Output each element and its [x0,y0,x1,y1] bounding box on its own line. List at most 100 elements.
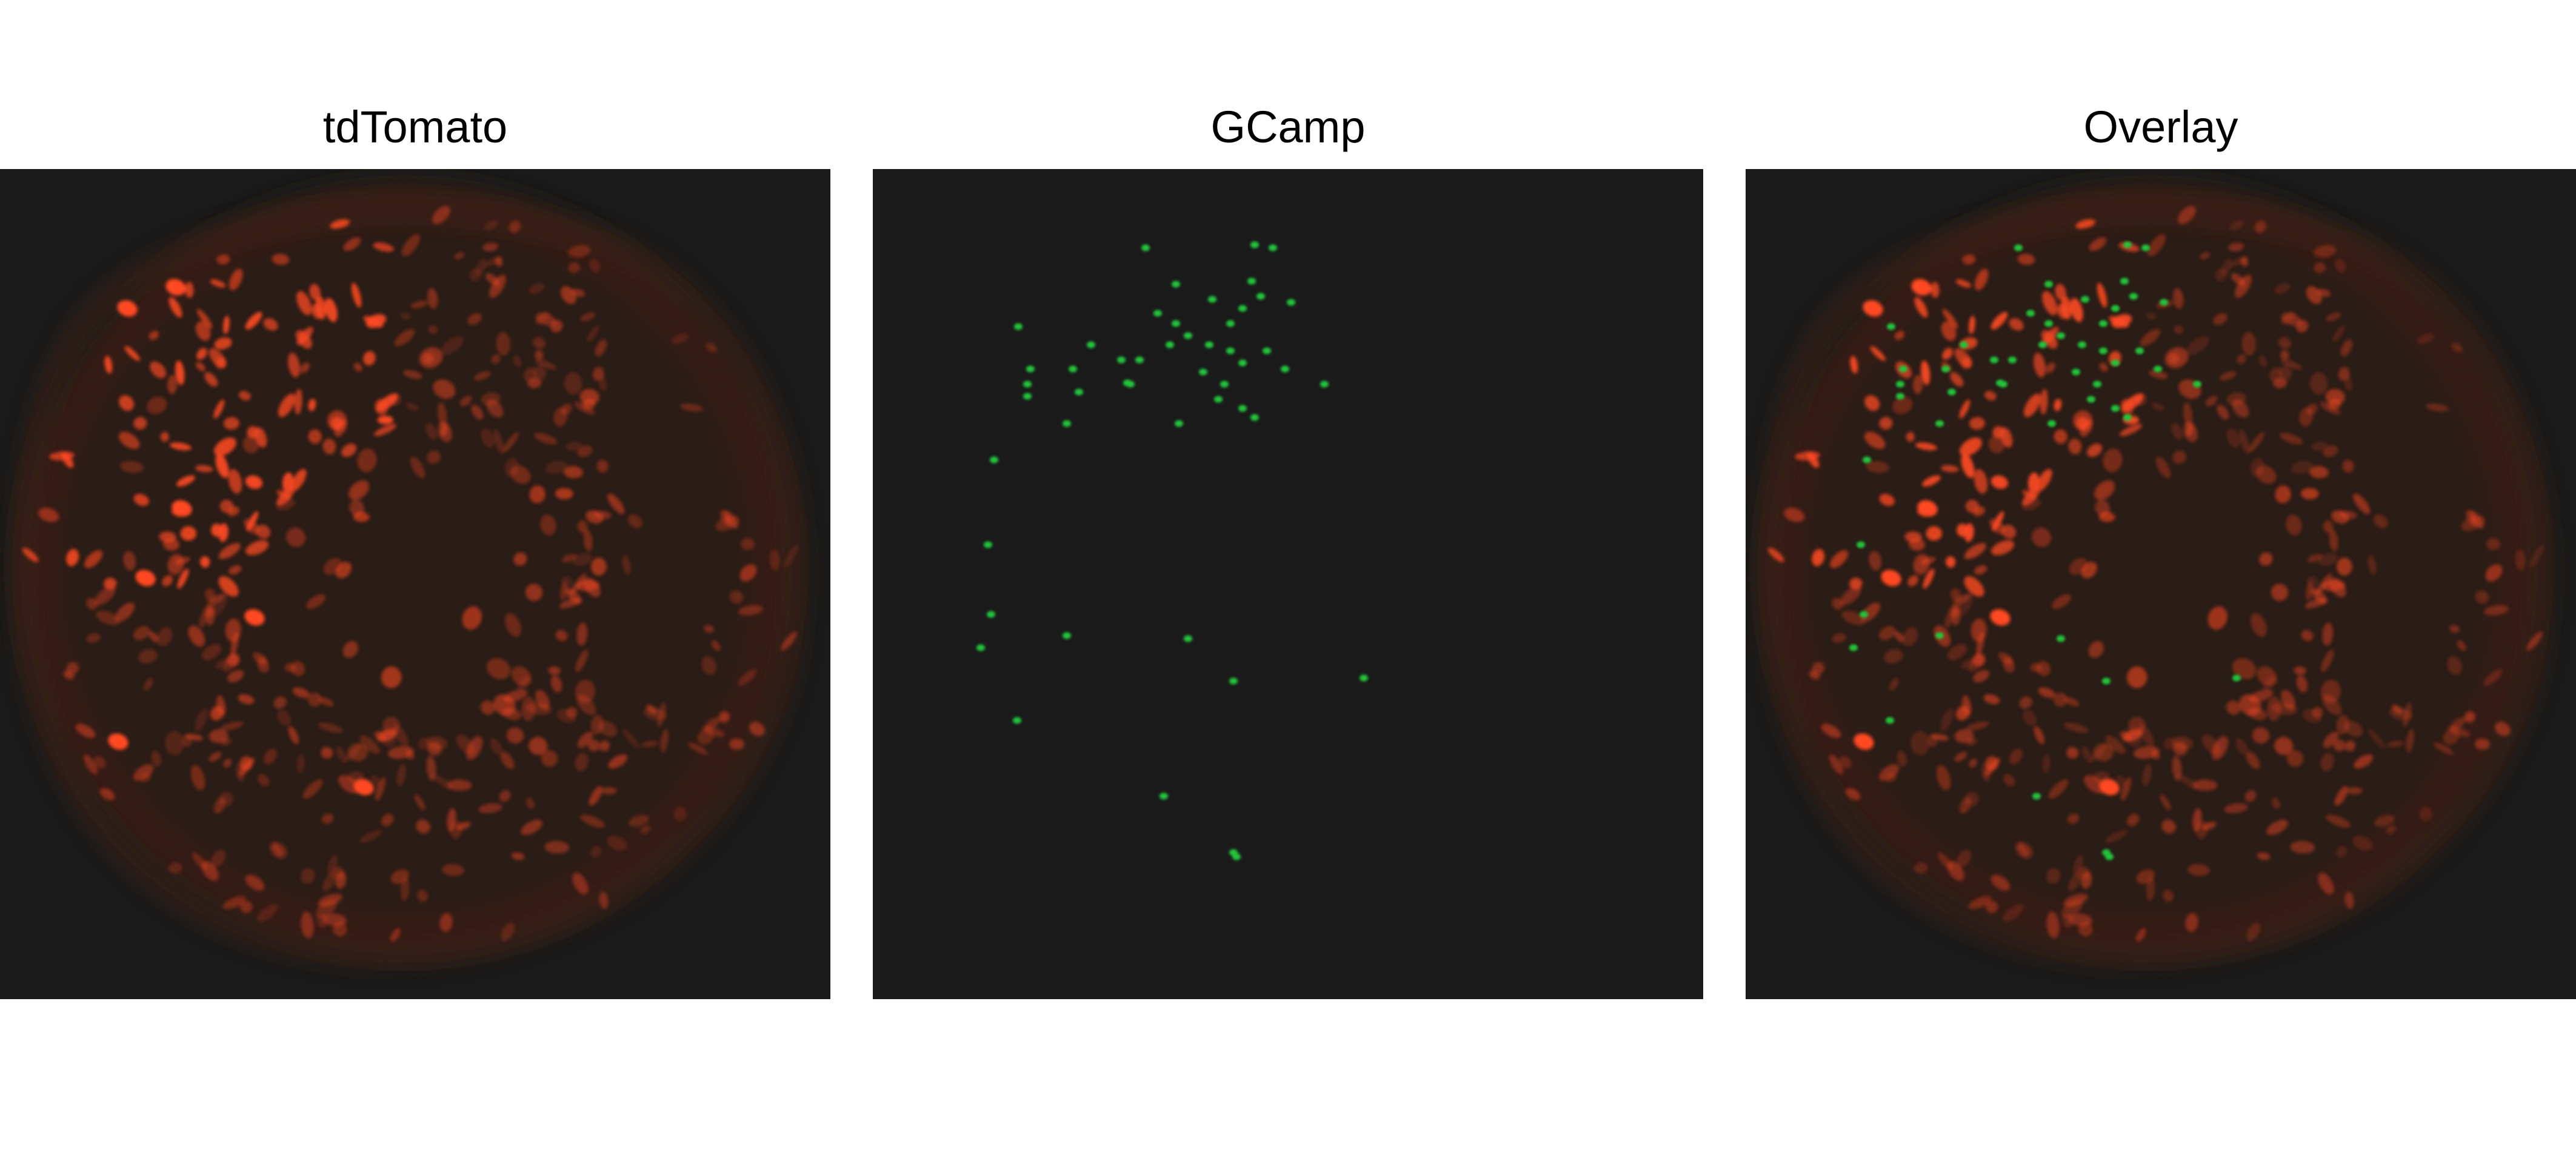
overlay-red-nucleus [2299,407,2314,427]
overlay-red-nucleus [1830,550,1849,568]
overlay-red-nucleus [1866,460,1889,473]
tdtomato-red-nucleus [324,297,338,322]
overlay-red-nucleus [2485,564,2503,582]
overlay-red-nucleus [2254,221,2266,233]
tdtomato-red-nucleus [272,253,290,265]
overlay-green-cell [1860,611,1868,618]
tdtomato-red-nucleus [572,873,589,895]
tdtomato-red-nucleus [400,877,410,902]
tdtomato-red-nucleus [550,675,562,693]
overlay-red-nucleus [2128,717,2146,736]
overlay-red-nucleus [2081,562,2098,579]
tdtomato-red-nucleus [301,911,314,939]
overlay-red-nucleus [2068,873,2081,892]
overlay-green-cell [2105,853,2114,860]
tdtomato-red-nucleus [589,786,602,806]
overlay-red-nucleus [2300,488,2319,500]
tdtomato-red-nucleus [336,746,347,763]
tdtomato-red-nucleus [417,889,428,902]
overlay-red-nucleus [2314,262,2326,273]
tdtomato-red-nucleus [599,740,610,752]
gcamp-image [873,169,1703,999]
overlay-red-nucleus [1969,758,1978,768]
overlay-red-nucleus [2368,728,2386,749]
gcamp-green-cell [1226,347,1235,354]
tdtomato-red-nucleus [342,640,359,658]
overlay-red-nucleus [2425,403,2449,412]
overlay-red-nucleus [2231,273,2246,286]
overlay-red-nucleus [2449,625,2460,633]
overlay-red-nucleus [2244,790,2257,802]
tdtomato-red-nucleus [150,361,167,379]
gcamp-green-cell [1166,341,1174,348]
tdtomato-red-nucleus [438,422,452,442]
overlay-green-cell [2078,341,2086,348]
overlay-red-nucleus [1921,360,1930,385]
tdtomato-red-nucleus [117,300,138,317]
overlay-red-nucleus [2235,274,2252,298]
tdtomato-red-nucleus [296,754,305,774]
tdtomato-red-nucleus [490,737,502,756]
overlay-red-nucleus [2239,429,2250,454]
tdtomato-red-nucleus [239,756,253,771]
tdtomato-red-nucleus [86,633,101,643]
tdtomato-red-nucleus [240,900,253,913]
tdtomato-red-nucleus [513,552,527,566]
tdtomato-red-nucleus [575,753,589,771]
overlay-red-nucleus [2320,753,2334,771]
gcamp-green-cell [1281,365,1289,373]
overlay-red-nucleus [2019,696,2032,709]
tdtomato-red-nucleus [263,748,278,765]
overlay-red-nucleus [1964,543,1986,559]
tdtomato-red-nucleus [38,507,59,522]
overlay-red-nucleus [2136,869,2155,885]
overlay-green-cell [2193,381,2201,388]
gcamp-green-cell [1232,853,1241,860]
overlay-red-nucleus [2094,480,2115,500]
tdtomato-red-nucleus [318,722,344,733]
overlay-red-nucleus [2286,750,2304,767]
overlay-red-nucleus [2103,448,2123,473]
overlay-red-nucleus [2087,443,2103,457]
tdtomato-red-nucleus [220,721,244,731]
tdtomato-red-nucleus [491,354,501,364]
overlay-red-nucleus [2042,291,2058,316]
overlay-red-nucleus [2318,873,2334,895]
overlay-red-nucleus [2213,313,2227,325]
overlay-red-nucleus [2344,374,2352,391]
overlay-green-cell [2087,396,2095,403]
tdtomato-red-nucleus [784,544,798,568]
tdtomato-red-nucleus [185,282,194,298]
overlay-red-nucleus [2248,431,2264,453]
overlay-red-nucleus [1969,417,1985,430]
overlay-green-cell [2102,677,2111,685]
overlay-red-nucleus [2252,727,2270,744]
tdtomato-red-nucleus [219,499,234,513]
overlay-red-nucleus [1879,494,1895,506]
overlay-red-nucleus [2279,365,2292,380]
tdtomato-red-nucleus [627,514,642,528]
overlay-red-nucleus [2149,370,2168,379]
tdtomato-red-nucleus [478,803,502,814]
overlay-red-nucleus [2021,488,2040,506]
tdtomato-red-nucleus [177,568,189,589]
overlay-red-nucleus [2309,465,2329,479]
overlay-green-cell [1896,393,1904,400]
overlay-red-nucleus [2031,527,2052,547]
overlay-green-cell [2099,320,2107,327]
tdtomato-red-nucleus [375,399,388,416]
tdtomato-red-nucleus [201,861,219,881]
overlay-red-nucleus [2221,258,2232,276]
tdtomato-red-nucleus [322,438,336,455]
overlay-red-nucleus [1922,475,1941,487]
overlay-green-cell [1935,632,1944,639]
overlay-red-nucleus [2280,350,2289,361]
tdtomato-red-nucleus [309,284,321,301]
tdtomato-red-nucleus [447,779,472,791]
overlay-red-nucleus [1897,750,1907,767]
tdtomato-red-nucleus [115,602,135,622]
overlay-green-cell [2026,310,2035,317]
overlay-red-nucleus [1821,723,1841,738]
overlay-red-nucleus [1914,297,1928,318]
tdtomato-red-nucleus [382,717,400,736]
